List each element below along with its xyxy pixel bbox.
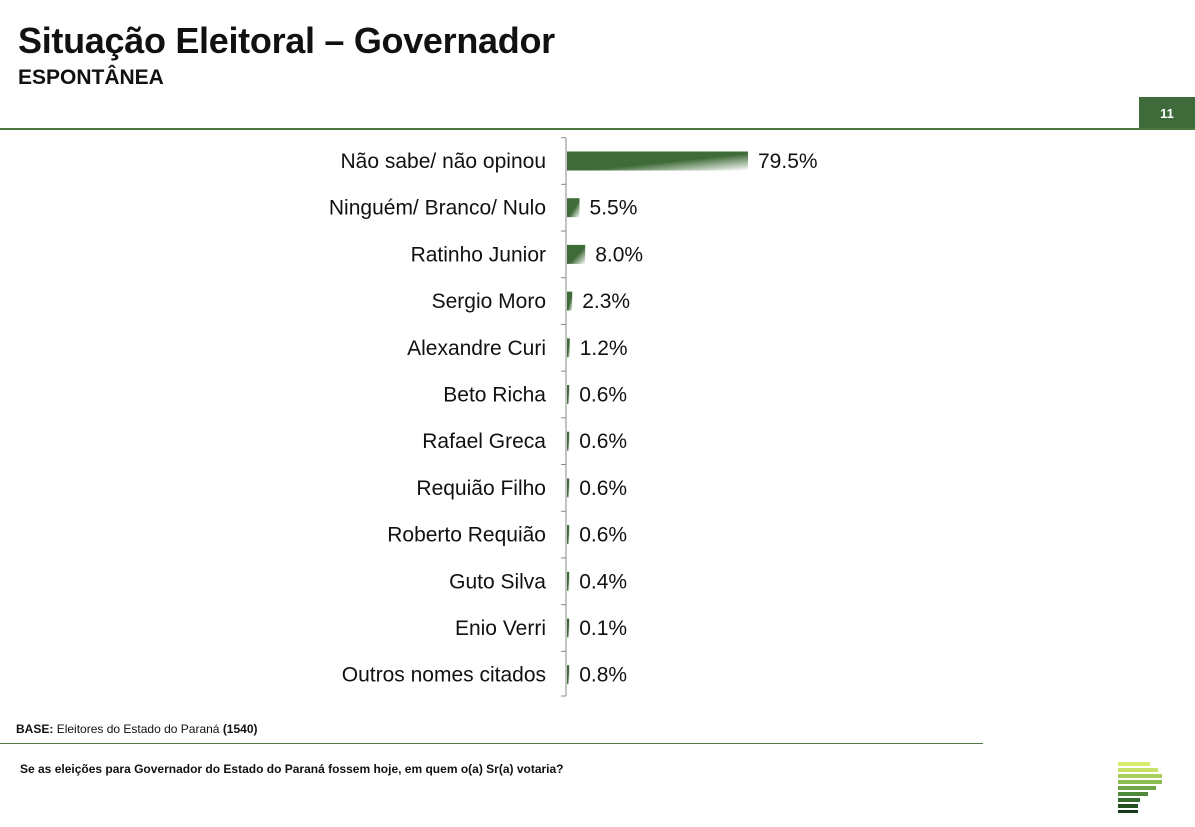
stacked-bars-logo-icon: [1118, 762, 1162, 813]
data-label: 1.2%: [580, 337, 628, 360]
bar: [567, 478, 570, 498]
data-label: 0.1%: [579, 617, 627, 640]
category-label: Requião Filho: [416, 477, 546, 500]
bar: [567, 338, 570, 358]
data-label: 79.5%: [758, 150, 818, 173]
category-label: Outros nomes citados: [342, 664, 546, 687]
category-label: Não sabe/ não opinou: [341, 150, 547, 173]
page-title: Situação Eleitoral – Governador: [18, 20, 555, 61]
base-count: (1540): [222, 722, 258, 736]
data-label: 0.8%: [579, 664, 627, 687]
footer-divider: [0, 743, 983, 744]
bar-chart: Não sabe/ não opinou 79.5% Ninguém/ Branco…: [329, 137, 818, 697]
category-label: Roberto Requião: [387, 524, 546, 547]
header-divider: [0, 128, 1195, 130]
category-label: Beto Richa: [443, 384, 546, 407]
bar: [567, 291, 573, 311]
data-label: 0.6%: [579, 524, 627, 547]
category-label: Guto Silva: [449, 570, 546, 593]
bar: [567, 618, 570, 638]
bar: [567, 198, 580, 218]
bar: [567, 385, 570, 404]
base-note: BASE: Eleitores do Estado do Paraná (154…: [16, 722, 258, 736]
survey-question: Se as eleições para Governador do Estado…: [20, 762, 564, 776]
bar: [567, 665, 570, 685]
category-label: Ratinho Junior: [411, 243, 546, 266]
bar: [567, 151, 748, 171]
data-label: 8.0%: [595, 243, 643, 266]
category-label: Alexandre Curi: [407, 337, 546, 360]
bar: [567, 431, 570, 451]
base-text: Eleitores do Estado do Paraná: [56, 722, 220, 736]
category-label: Enio Verri: [455, 617, 546, 640]
category-label: Ninguém/ Branco/ Nulo: [329, 197, 546, 220]
page-subtitle: ESPONTÂNEA: [18, 66, 164, 89]
data-label: 0.6%: [579, 384, 627, 407]
bar: [567, 571, 570, 591]
data-label: 2.3%: [582, 290, 630, 313]
data-label: 5.5%: [590, 197, 638, 220]
base-label: BASE:: [16, 722, 54, 736]
data-label: 0.6%: [579, 477, 627, 500]
bar: [567, 525, 570, 545]
data-label: 0.6%: [579, 430, 627, 453]
page-number-badge: 11: [1139, 97, 1195, 129]
data-label: 0.4%: [579, 570, 627, 593]
category-label: Rafael Greca: [422, 430, 546, 453]
bar: [567, 244, 586, 264]
category-label: Sergio Moro: [432, 290, 546, 313]
